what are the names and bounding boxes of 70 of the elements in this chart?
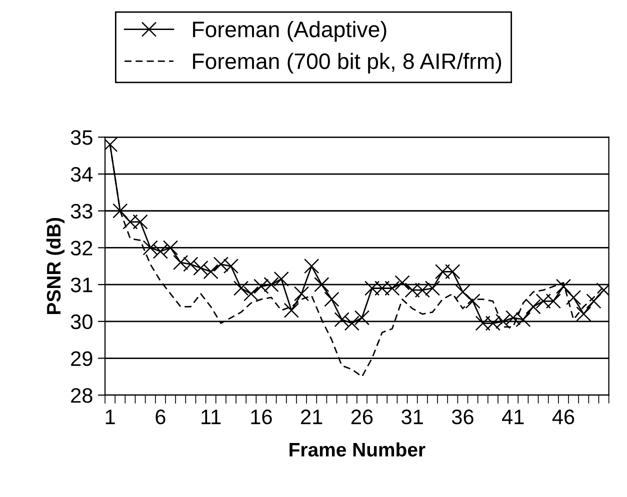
point <box>495 314 511 329</box>
x-tick-label: 16 <box>251 410 272 424</box>
point <box>384 280 400 296</box>
point <box>354 310 370 326</box>
x-tick-label: 31 <box>402 410 423 424</box>
point <box>506 310 521 326</box>
point <box>586 294 602 309</box>
point <box>374 280 390 296</box>
point <box>364 280 380 296</box>
point <box>284 302 299 318</box>
point <box>112 203 128 218</box>
point <box>274 271 289 287</box>
x-tick-label: 11 <box>202 410 221 424</box>
point <box>475 316 490 331</box>
point <box>526 299 541 314</box>
x-tick-label: 26 <box>351 410 373 424</box>
y-tick-label: 33 <box>70 204 92 219</box>
point <box>314 277 330 292</box>
legend-label: Foreman (700 bit pk, 8 AIR/frm) <box>193 52 502 74</box>
point <box>223 258 239 274</box>
point <box>566 290 582 306</box>
point <box>434 264 450 280</box>
point <box>404 282 420 298</box>
point <box>152 244 168 259</box>
y-tick-label: 31 <box>70 278 92 292</box>
point <box>142 240 158 256</box>
point <box>556 278 572 294</box>
point <box>162 240 178 256</box>
point <box>465 294 480 309</box>
y-tick-label: 34 <box>70 167 93 182</box>
legend-label: Foreman (Adaptive) <box>193 20 386 42</box>
point <box>203 264 218 280</box>
point <box>344 316 360 331</box>
point <box>294 286 310 302</box>
y-tick-label: 29 <box>71 351 92 366</box>
point <box>536 294 551 309</box>
point <box>304 258 320 274</box>
x-tick-label: 41 <box>502 410 524 424</box>
y-tick-label: 35 <box>70 130 92 145</box>
point <box>213 256 228 272</box>
point <box>334 312 350 328</box>
point <box>576 306 592 322</box>
point <box>132 214 148 230</box>
point <box>173 254 188 270</box>
point <box>445 264 460 280</box>
point <box>254 278 269 294</box>
point <box>233 280 249 296</box>
point <box>394 275 410 290</box>
point <box>122 214 138 230</box>
point <box>424 280 440 296</box>
y-tick-label: 28 <box>71 388 92 403</box>
point <box>183 256 198 272</box>
point <box>414 282 430 298</box>
y-axis-title: PSNR (dB) <box>46 218 64 314</box>
x-tick-label: 6 <box>156 410 166 424</box>
y-tick-label: 32 <box>70 240 92 256</box>
x-tick-label: 21 <box>301 410 322 424</box>
point <box>516 312 531 328</box>
point <box>546 294 561 309</box>
y-tick-label: 30 <box>70 314 92 330</box>
x-tick-label: 36 <box>452 410 474 424</box>
x-tick-label: 46 <box>552 410 574 424</box>
x-tick-label: 1 <box>106 410 115 424</box>
point <box>264 277 279 292</box>
point <box>324 292 340 307</box>
point <box>244 286 259 302</box>
point <box>193 260 208 276</box>
x-axis-title: Frame Number <box>290 442 426 457</box>
point <box>485 316 501 331</box>
point <box>455 284 470 300</box>
